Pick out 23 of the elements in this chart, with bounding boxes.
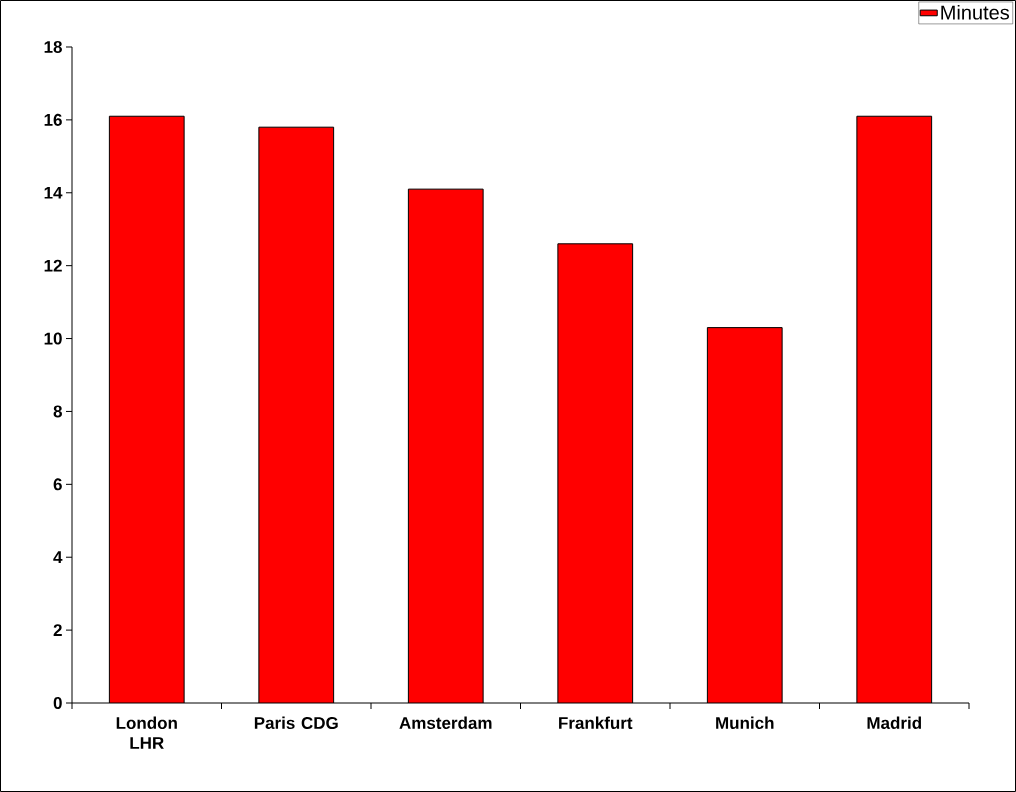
y-tick-label: 2 [53,624,62,637]
x-tick-label: Munich [716,716,774,730]
x-tick-label: Amsterdam [399,716,492,730]
y-tick-label: 8 [53,405,62,418]
bar [557,243,633,703]
y-tick-label: 18 [44,40,62,54]
bar [707,327,783,703]
y-tick-label: 16 [44,113,62,126]
bar [258,127,334,703]
y-tick-label: 14 [44,186,63,199]
bar [109,116,185,703]
y-tick-label: 12 [44,259,62,272]
x-tick-label: Madrid [867,716,921,730]
y-tick-label: 0 [53,696,62,710]
x-tick-label: London LHR [116,716,177,749]
y-tick-label: 10 [44,332,62,345]
bar [856,115,933,703]
x-tick-label: Frankfurt [559,716,633,730]
bar [408,189,484,703]
y-tick-label: 4 [53,551,63,564]
y-tick-label: 6 [53,478,62,491]
x-tick-label: Paris CDG [254,716,338,730]
legend-label: Minutes [941,4,1010,20]
